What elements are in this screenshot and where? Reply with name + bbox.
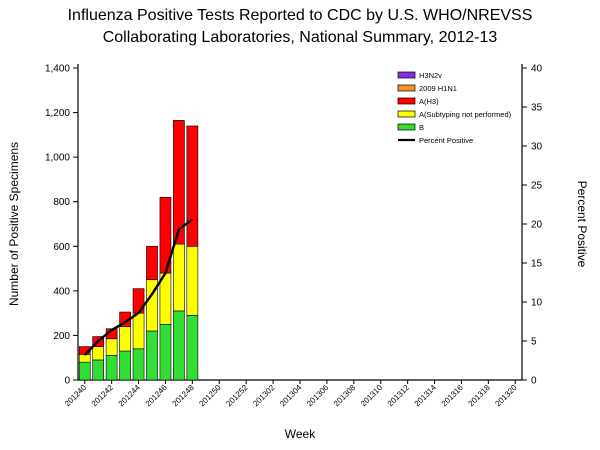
x-tick-label: 201304 [278, 383, 304, 409]
y-right-tick-label: 35 [531, 103, 543, 114]
x-tick-label: 201302 [251, 383, 277, 409]
x-tick-label: 201242 [90, 383, 116, 409]
chart-title-line2: Collaborating Laboratories, National Sum… [102, 29, 498, 46]
y-right-tick-label: 0 [531, 376, 537, 387]
x-tick-label: 201252 [224, 383, 250, 409]
y-right-tick-label: 10 [531, 298, 543, 309]
x-tick-label: 201240 [63, 383, 89, 409]
y-left-tick-label: 200 [53, 331, 70, 342]
y-right-tick-label: 40 [531, 64, 543, 75]
legend-swatch [397, 84, 416, 92]
y-left-tick-label: 0 [64, 376, 70, 387]
bar-segment-A(Subtyping not performed) [105, 338, 118, 356]
bar-segment-B [78, 361, 91, 381]
x-tick-label: 201248 [171, 383, 197, 409]
bar-segment-A(Subtyping not performed) [186, 245, 199, 316]
x-axis-title: Week [285, 427, 316, 441]
bar-segment-A(Subtyping not performed) [92, 346, 104, 361]
x-tick-label: 201310 [359, 383, 385, 409]
y-right-tick-label: 25 [531, 181, 543, 192]
bar-segment-B [92, 359, 104, 381]
y-right-tick-label: 15 [531, 259, 543, 270]
chart-title-line1: Influenza Positive Tests Reported to CDC… [67, 7, 533, 24]
bar-segment-B [146, 330, 158, 381]
x-tick-label: 201244 [117, 383, 143, 409]
legend-swatch [397, 97, 416, 105]
legend-swatch [397, 123, 416, 131]
bar-segment-A(H3) [146, 245, 158, 281]
bar-segment-A(Subtyping not performed) [173, 243, 185, 312]
x-tick-label: 201314 [413, 383, 439, 409]
legend-label: H3N2v [419, 71, 442, 80]
y-left-tick-label: 1,200 [45, 108, 70, 119]
y-right-tick-label: 30 [531, 142, 543, 153]
y-left-tick-label: 400 [53, 286, 70, 297]
legend-label: A(Subtyping not performed) [419, 110, 512, 119]
y-right-axis-title: Percent Positive [575, 181, 589, 268]
y-left-axis-title: Number of Positive Specimens [7, 142, 21, 306]
y-left-tick-label: 1,400 [45, 64, 70, 75]
bar-segment-B [132, 348, 145, 381]
y-left-tick-label: 600 [53, 242, 70, 253]
bar-segment-A(Subtyping not performed) [78, 354, 91, 363]
legend-label: 2009 H1N1 [419, 84, 457, 93]
legend-swatch [397, 110, 416, 118]
x-tick-label: 201250 [197, 383, 223, 409]
bar-segment-A(Subtyping not performed) [119, 326, 131, 352]
x-tick-label: 201320 [493, 383, 519, 409]
x-tick-label: 201318 [467, 383, 493, 409]
bar-segment-A(H3) [173, 120, 185, 245]
bar-segment-A(H3) [186, 125, 199, 247]
bar-segment-B [119, 350, 131, 381]
x-tick-label: 201316 [440, 383, 466, 409]
bar-segment-B [105, 355, 118, 381]
x-tick-label: 201308 [332, 383, 358, 409]
legend-label: B [419, 123, 424, 132]
bar-segment-B [186, 315, 199, 381]
x-tick-label: 201312 [386, 383, 412, 409]
percent-positive-line [83, 218, 194, 356]
y-right-tick-label: 5 [531, 337, 537, 348]
legend-label: A(H3) [419, 97, 439, 106]
bar-segment-B [173, 310, 185, 381]
x-tick-label: 201306 [305, 383, 331, 409]
y-left-tick-label: 800 [53, 197, 70, 208]
bar-segment-B [159, 323, 172, 381]
y-right-tick-label: 20 [531, 220, 543, 231]
legend-swatch [397, 71, 416, 79]
y-left-tick-label: 1,000 [45, 153, 70, 164]
legend-label: Percent Positive [419, 136, 473, 145]
bar-segment-A(Subtyping not performed) [132, 312, 145, 350]
x-tick-label: 201246 [144, 383, 170, 409]
